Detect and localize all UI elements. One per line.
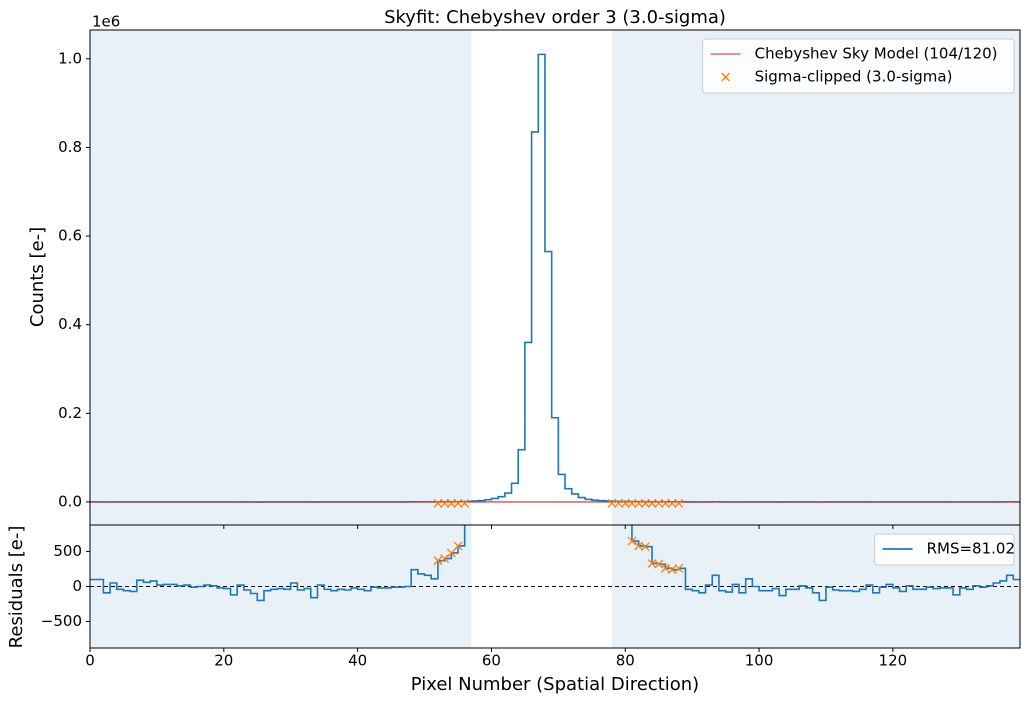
y-tick-label: 0.6: [58, 227, 82, 245]
sky-region: [611, 30, 1020, 525]
chart-title: Skyfit: Chebyshev order 3 (3.0-sigma): [384, 7, 726, 28]
clipped-point: [674, 498, 684, 508]
y-tick-label: 1.0: [58, 49, 82, 67]
clipped-point: [607, 498, 617, 508]
clipped-point: [640, 542, 650, 552]
clipped-point: [460, 498, 470, 508]
clipped-point: [627, 498, 637, 508]
clipped-point: [446, 498, 456, 508]
y-axis-label: Counts [e-]: [27, 227, 48, 327]
clipped-point: [640, 498, 650, 508]
plot-area: [90, 30, 1020, 525]
y-tick-label: 0.2: [58, 404, 82, 422]
x-tick-label: 100: [745, 652, 774, 670]
y-tick-label: 0.0: [58, 492, 82, 510]
y-axis-label: Residuals [e-]: [6, 526, 27, 649]
y-tick-label: 0.8: [58, 138, 82, 156]
legend-box: [702, 38, 1015, 94]
clipped-point: [627, 536, 637, 546]
clipped-point: [440, 498, 450, 508]
offset-label: 1e6: [92, 13, 120, 31]
clipped-point: [614, 498, 624, 508]
clipped-point: [453, 498, 463, 508]
legend-label: Chebyshev Sky Model (104/120): [755, 45, 998, 63]
x-tick-label: 20: [214, 652, 233, 670]
y-tick-label: −500: [41, 612, 82, 630]
clipped-point: [634, 498, 644, 508]
x-axis-label: Pixel Number (Spatial Direction): [411, 674, 699, 695]
clipped-point: [446, 548, 456, 558]
clipped-point: [654, 498, 664, 508]
y-tick-label: 500: [53, 542, 82, 560]
clipped-point: [674, 563, 684, 573]
legend-marker: [721, 72, 731, 82]
clipped-point: [660, 563, 670, 573]
x-tick-label: 120: [879, 652, 908, 670]
clipped-point: [433, 498, 443, 508]
clipped-point: [453, 541, 463, 551]
legend-label: Sigma-clipped (3.0-sigma): [755, 68, 953, 86]
legend-box: [874, 533, 1015, 566]
y-tick-label: 0.4: [58, 315, 82, 333]
legend-label: RMS=81.02: [927, 540, 1015, 558]
clipped-point: [433, 556, 443, 566]
clipped-point: [440, 554, 450, 564]
x-tick-label: 0: [85, 652, 95, 670]
x-tick-label: 40: [348, 652, 367, 670]
clipped-point: [654, 559, 664, 569]
data-step-line: [90, 525, 1020, 602]
sky-region: [90, 30, 472, 525]
x-tick-label: 80: [616, 652, 635, 670]
clipped-point: [620, 498, 630, 508]
x-tick-label: 60: [482, 652, 501, 670]
y-tick-label: 0: [72, 577, 82, 595]
clipped-point: [647, 498, 657, 508]
clipped-point: [667, 498, 677, 508]
clipped-point: [660, 498, 670, 508]
clipped-point: [667, 565, 677, 575]
